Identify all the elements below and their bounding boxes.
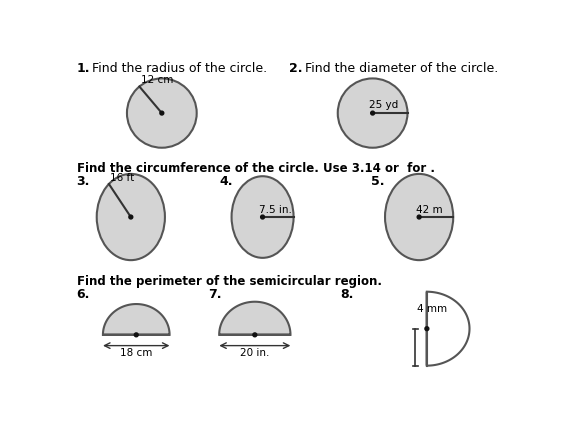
Ellipse shape xyxy=(97,174,165,260)
Polygon shape xyxy=(427,292,470,366)
Text: Find the perimeter of the semicircular region.: Find the perimeter of the semicircular r… xyxy=(77,275,382,288)
Circle shape xyxy=(261,215,265,219)
Text: 1.: 1. xyxy=(77,62,90,75)
Text: 7.5 in.: 7.5 in. xyxy=(260,205,292,215)
Circle shape xyxy=(370,111,374,115)
Polygon shape xyxy=(103,304,169,335)
Circle shape xyxy=(417,215,421,219)
Text: 2.: 2. xyxy=(289,62,302,75)
Text: Find the diameter of the circle.: Find the diameter of the circle. xyxy=(297,62,498,75)
Text: 5.: 5. xyxy=(371,175,385,187)
Text: 16 ft: 16 ft xyxy=(110,173,134,183)
Text: 6.: 6. xyxy=(77,288,90,301)
Text: 4.: 4. xyxy=(219,175,233,187)
Text: Find the radius of the circle.: Find the radius of the circle. xyxy=(84,62,267,75)
Ellipse shape xyxy=(231,176,293,258)
Circle shape xyxy=(129,215,133,219)
Text: 8.: 8. xyxy=(340,288,354,301)
Circle shape xyxy=(425,327,429,331)
Text: 7.: 7. xyxy=(208,288,222,301)
Text: 42 m: 42 m xyxy=(416,205,443,215)
Ellipse shape xyxy=(338,79,408,148)
Ellipse shape xyxy=(127,79,196,148)
Circle shape xyxy=(135,333,138,337)
Text: 20 in.: 20 in. xyxy=(240,348,270,358)
Text: 25 yd: 25 yd xyxy=(369,100,398,110)
Circle shape xyxy=(160,111,164,115)
Ellipse shape xyxy=(385,174,453,260)
Text: 4 mm: 4 mm xyxy=(417,304,447,314)
Text: Find the circumference of the circle. Use 3.14 or  for .: Find the circumference of the circle. Us… xyxy=(77,162,435,175)
Text: 3.: 3. xyxy=(77,175,90,187)
Text: 18 cm: 18 cm xyxy=(120,348,153,358)
Text: 12 cm: 12 cm xyxy=(141,75,173,85)
Polygon shape xyxy=(219,302,291,335)
Circle shape xyxy=(253,333,257,337)
